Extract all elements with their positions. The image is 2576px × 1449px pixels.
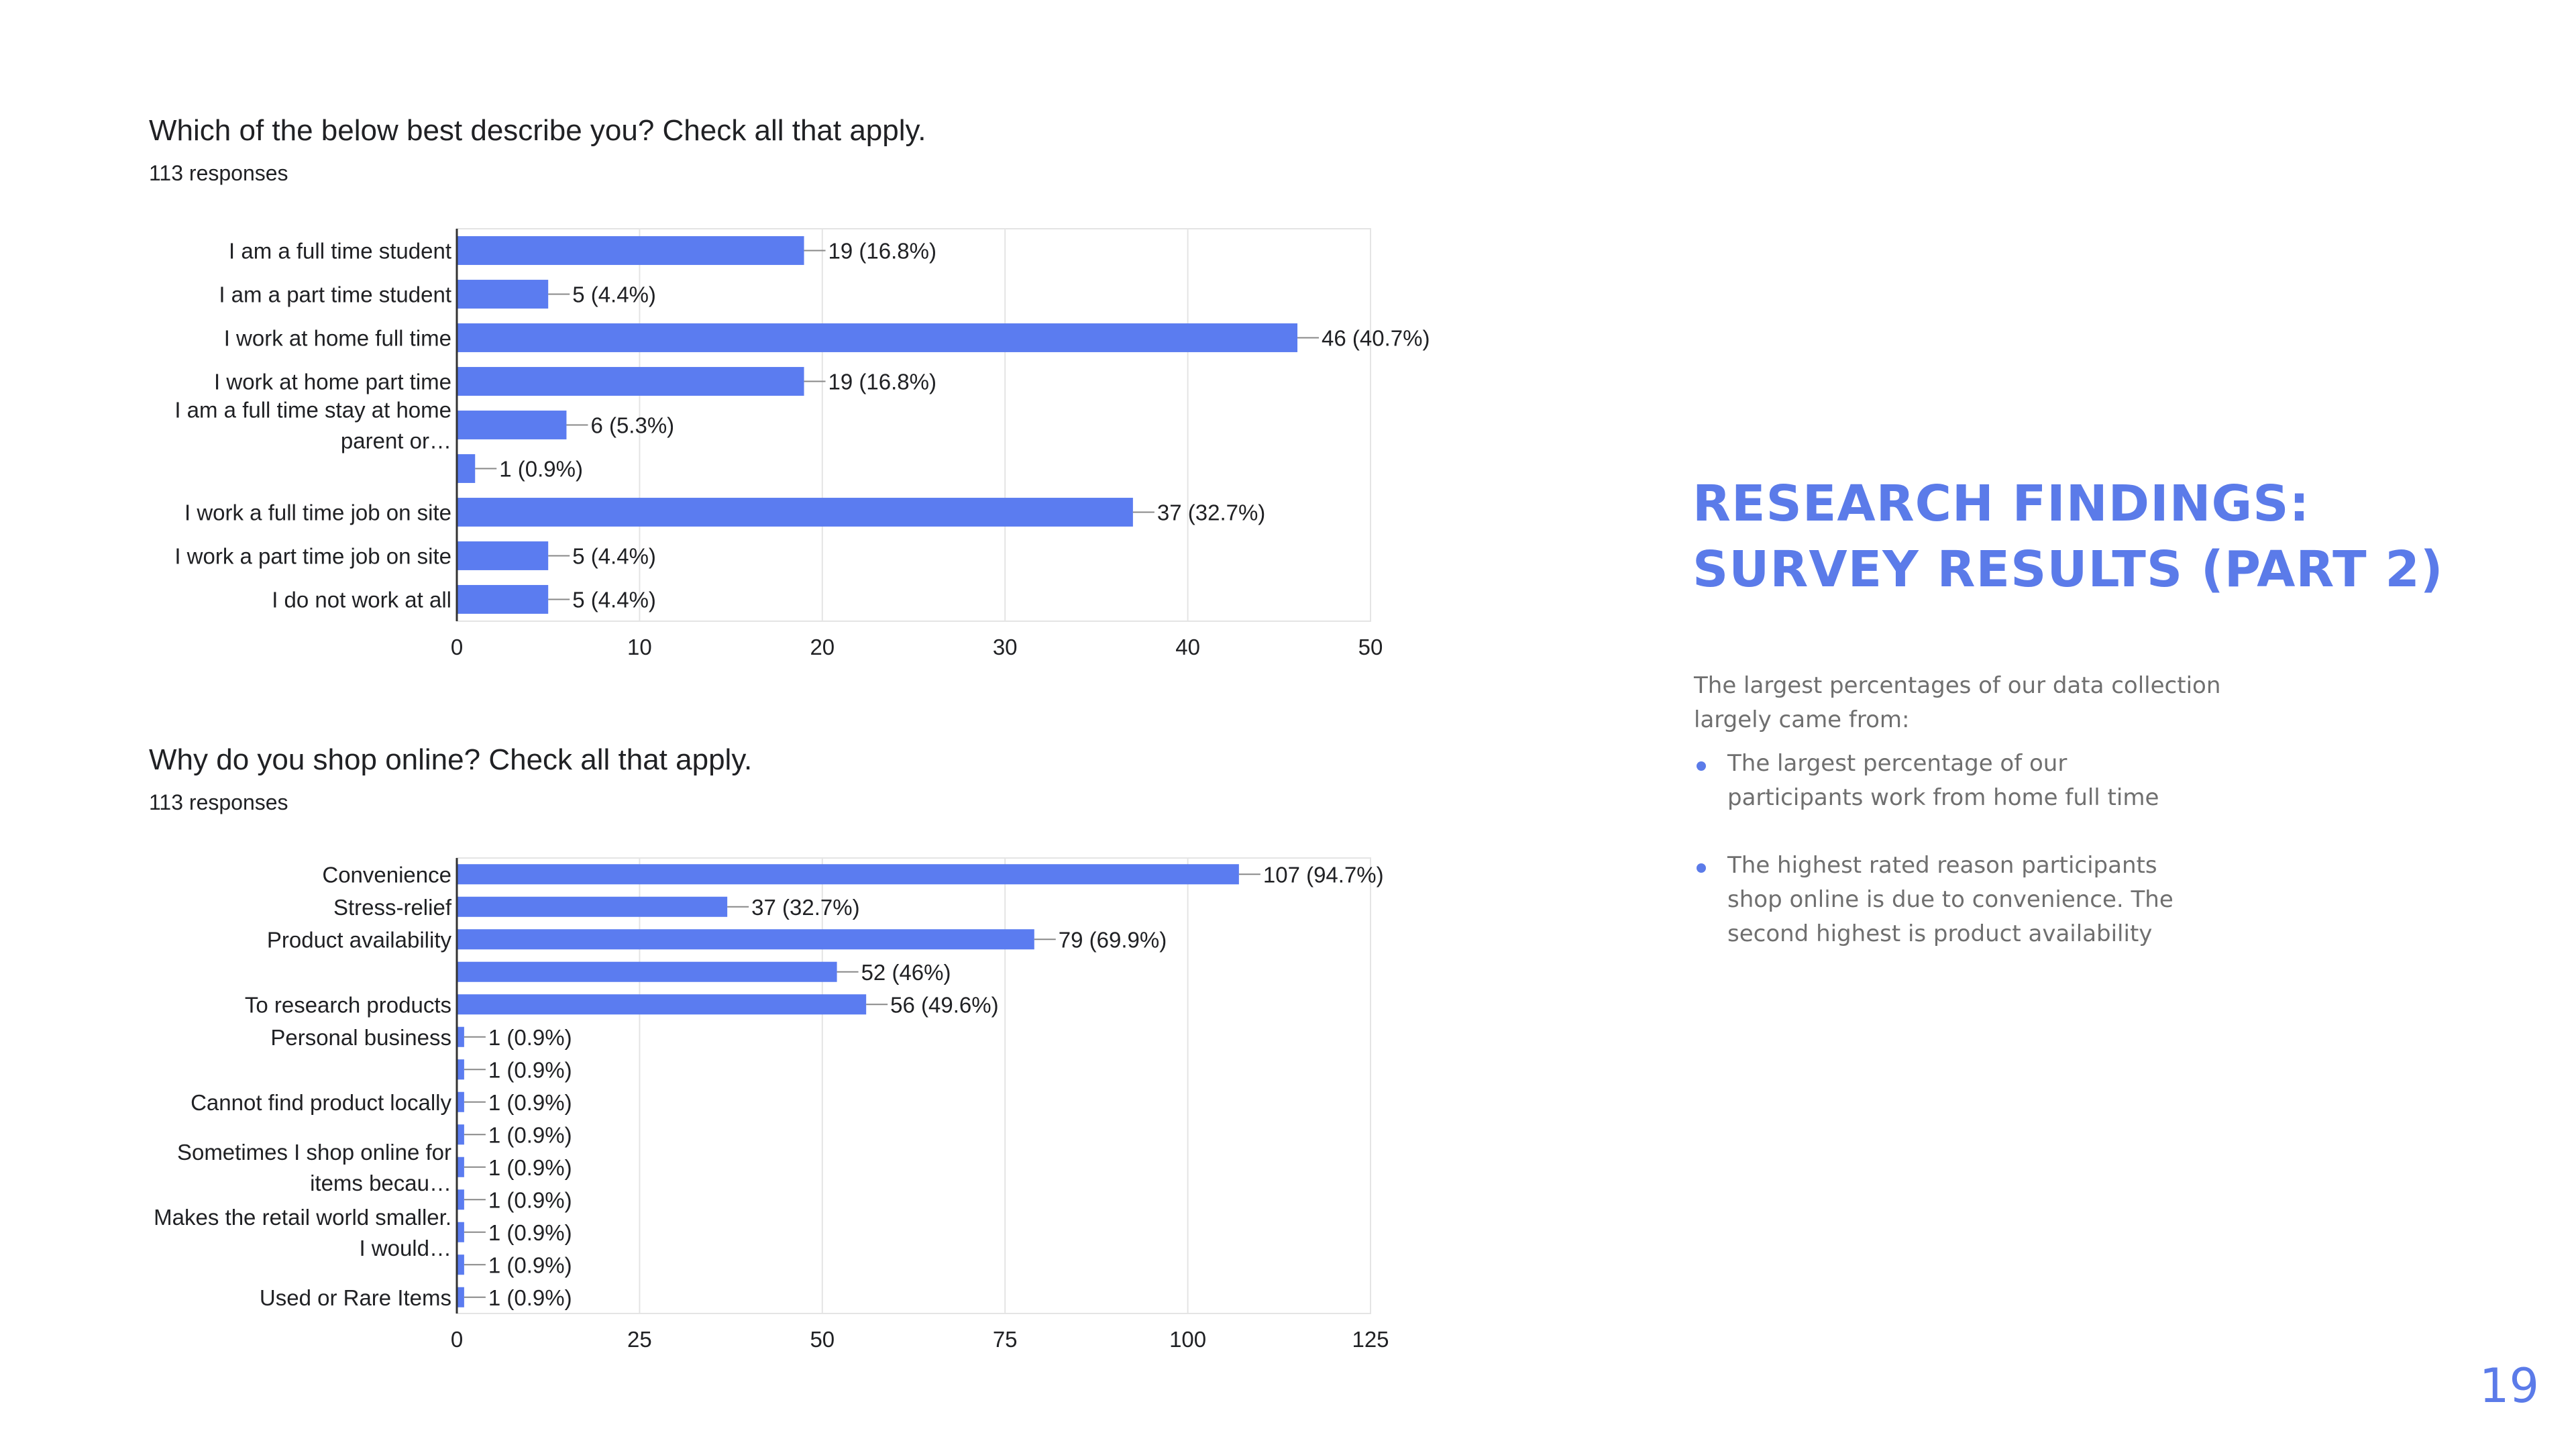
data-label: 19 (16.8%): [828, 239, 936, 264]
category-label: Makes the retail world smaller.: [154, 1205, 451, 1230]
bar: [457, 994, 867, 1015]
x-tick-label: 50: [1358, 635, 1383, 659]
data-label: 5 (4.4%): [572, 588, 656, 612]
bar: [457, 929, 1034, 950]
data-label: 1 (0.9%): [488, 1220, 572, 1245]
bar: [457, 864, 1239, 885]
data-label: 1 (0.9%): [488, 1155, 572, 1180]
bar: [457, 1222, 464, 1242]
data-label: 5 (4.4%): [572, 282, 656, 307]
data-label: 1 (0.9%): [488, 1057, 572, 1082]
plot-frame: [456, 228, 1371, 622]
findings-heading-line1: RESEARCH FINDINGS:: [1693, 475, 2310, 533]
findings-bullet: The highest rated reason participants sh…: [1694, 849, 2204, 951]
data-label: 1 (0.9%): [488, 1187, 572, 1212]
category-label: I would…: [359, 1236, 451, 1260]
x-tick-label: 0: [451, 635, 463, 659]
bullet-dot-icon: [1697, 761, 1706, 771]
data-label: 5 (4.4%): [572, 544, 656, 569]
data-label: 37 (32.7%): [1157, 500, 1265, 525]
category-label: Convenience: [322, 862, 451, 887]
data-label: 19 (16.8%): [828, 370, 936, 394]
data-label: 1 (0.9%): [499, 457, 583, 482]
bar: [457, 1189, 464, 1210]
bar: [457, 1254, 464, 1275]
bar: [457, 280, 549, 309]
bar: [457, 585, 549, 614]
data-label: 56 (49.6%): [890, 992, 998, 1017]
category-label: I work at home part time: [214, 370, 451, 394]
data-label: 52 (46%): [861, 960, 951, 985]
data-label: 1 (0.9%): [488, 1285, 572, 1310]
findings-heading-line2: SURVEY RESULTS (PART 2): [1693, 541, 2444, 598]
category-label: Cannot find product locally: [191, 1090, 451, 1115]
bar: [457, 896, 728, 917]
category-label: items becau…: [310, 1171, 451, 1195]
x-tick-label: 10: [627, 635, 652, 659]
x-tick-label: 40: [1175, 635, 1200, 659]
bar: [457, 1124, 464, 1145]
data-label: 1 (0.9%): [488, 1090, 572, 1115]
x-tick-label: 100: [1169, 1327, 1206, 1352]
findings-bullet: The largest percentage of our participan…: [1694, 747, 2204, 815]
findings-intro: The largest percentages of our data coll…: [1694, 672, 2221, 733]
category-label: Personal business: [270, 1025, 451, 1050]
bar: [457, 1026, 464, 1047]
findings-bullet-list: The largest percentage of our participan…: [1694, 747, 2204, 985]
chart1-response-count: 113 responses: [149, 161, 288, 185]
chart1-title: Which of the below best describe you? Ch…: [149, 114, 926, 147]
data-label: 6 (5.3%): [590, 413, 674, 438]
chart2-title: Why do you shop online? Check all that a…: [149, 743, 753, 776]
category-label: I work at home full time: [224, 326, 451, 351]
x-tick-label: 0: [451, 1327, 463, 1352]
category-label: Used or Rare Items: [260, 1285, 451, 1310]
category-label: I work a full time job on site: [184, 500, 451, 525]
category-label: I am a full time student: [229, 239, 451, 264]
plot-frame: [456, 857, 1371, 1314]
data-label: 79 (69.9%): [1059, 927, 1167, 952]
category-label: I am a part time student: [219, 282, 451, 307]
category-label: I am a full time stay at home: [174, 398, 451, 423]
bullet-dot-icon: [1697, 863, 1706, 873]
data-label: 1 (0.9%): [488, 1252, 572, 1277]
x-tick-label: 75: [993, 1327, 1018, 1352]
bar: [457, 1059, 464, 1080]
category-label: I work a part time job on site: [174, 544, 451, 569]
bar: [457, 961, 837, 982]
data-label: 107 (94.7%): [1263, 862, 1384, 887]
bar: [457, 1091, 464, 1112]
page-number: 19: [2479, 1358, 2539, 1413]
findings-bullet-text: The highest rated reason participants sh…: [1727, 852, 2174, 947]
category-label: I do not work at all: [272, 588, 451, 612]
bar: [457, 323, 1298, 352]
chart2-response-count: 113 responses: [149, 790, 288, 814]
x-tick-label: 30: [993, 635, 1018, 659]
data-label: 1 (0.9%): [488, 1025, 572, 1050]
x-tick-label: 125: [1352, 1327, 1389, 1352]
bar: [457, 498, 1133, 527]
findings-bullet-text: The largest percentage of our participan…: [1727, 750, 2159, 811]
data-label: 37 (32.7%): [751, 895, 859, 920]
category-label: Sometimes I shop online for: [177, 1140, 451, 1165]
bar: [457, 541, 549, 570]
category-label: To research products: [245, 992, 451, 1017]
bar: [457, 1287, 464, 1307]
findings-heading: RESEARCH FINDINGS: SURVEY RESULTS (PART …: [1693, 471, 2498, 602]
bar: [457, 236, 804, 265]
category-label: Product availability: [267, 927, 452, 952]
x-tick-label: 50: [810, 1327, 835, 1352]
x-tick-label: 25: [627, 1327, 652, 1352]
bar: [457, 367, 804, 396]
category-label: Stress-relief: [333, 895, 452, 920]
bar: [457, 454, 476, 483]
x-tick-label: 20: [810, 635, 835, 659]
category-label: parent or…: [341, 429, 451, 453]
bar: [457, 411, 567, 439]
data-label: 46 (40.7%): [1322, 326, 1430, 351]
bar: [457, 1157, 464, 1177]
data-label: 1 (0.9%): [488, 1122, 572, 1147]
